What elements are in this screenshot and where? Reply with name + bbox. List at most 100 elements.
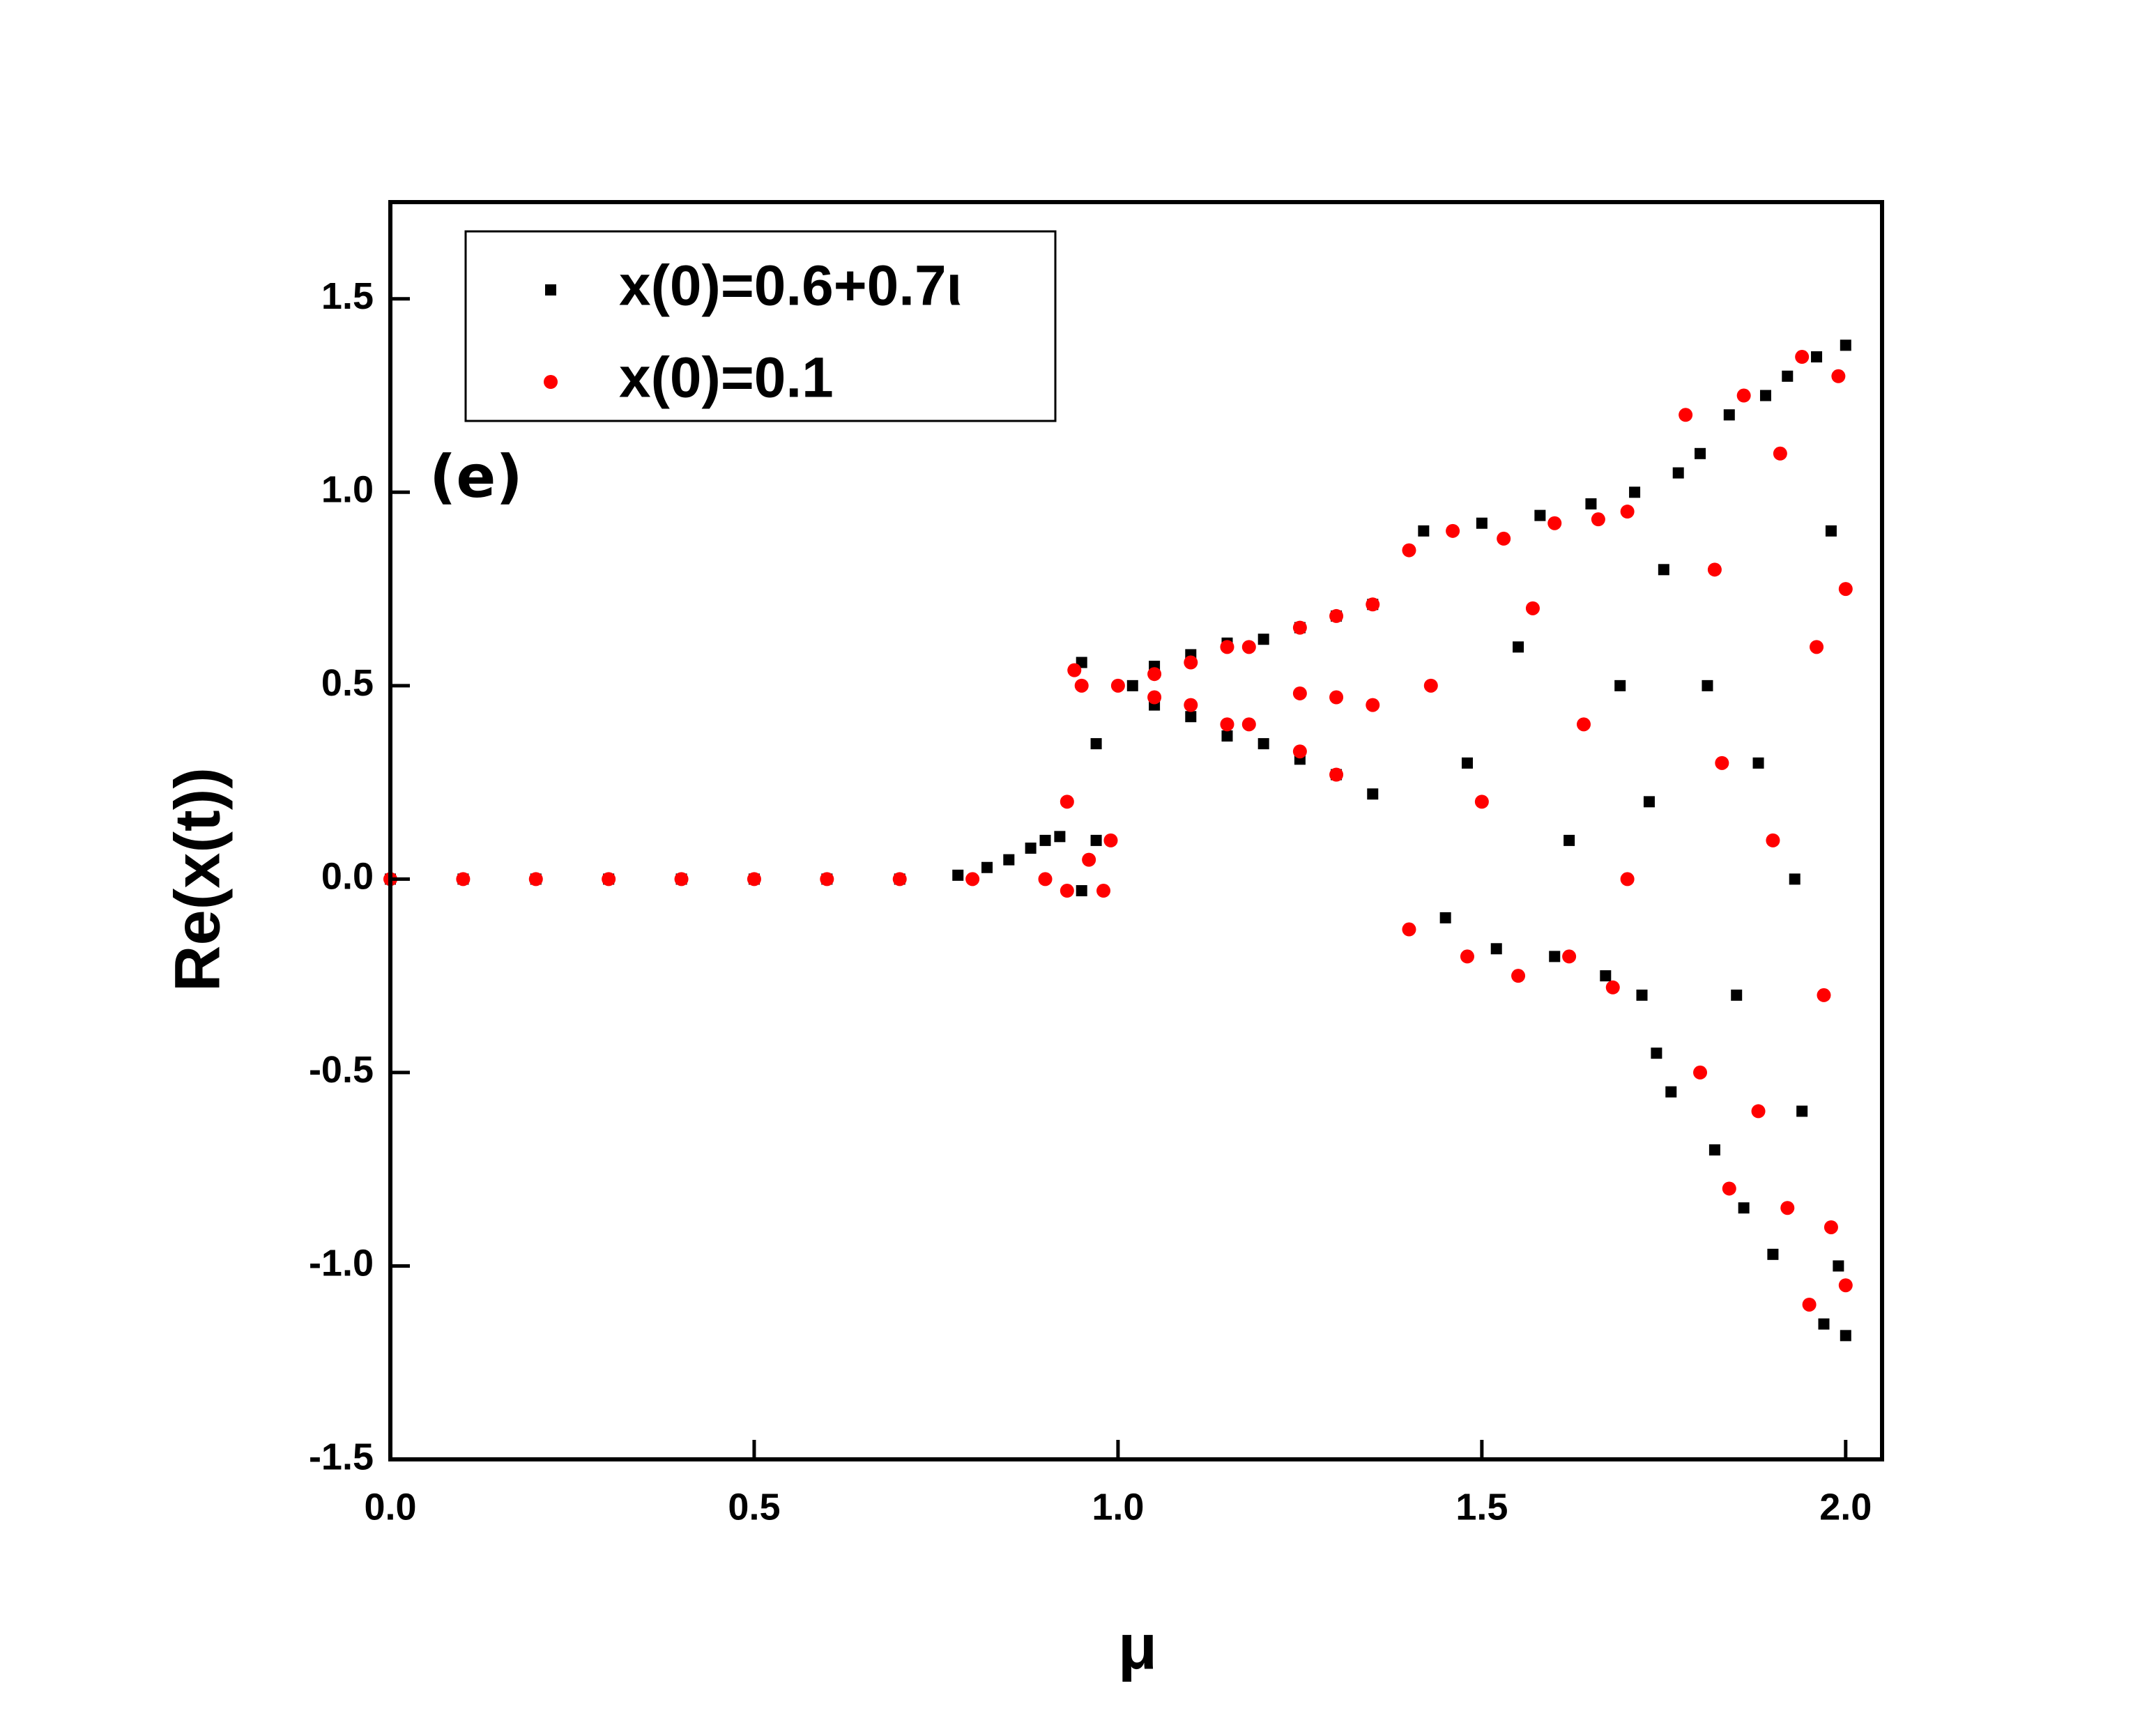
point <box>1824 1220 1838 1234</box>
point <box>1549 951 1561 962</box>
legend-label: x(0)=0.6+0.7ι <box>619 254 962 318</box>
point <box>674 872 689 886</box>
legend: x(0)=0.6+0.7ι x(0)=0.1 <box>464 230 1057 422</box>
point <box>1103 833 1118 847</box>
point <box>1752 757 1764 769</box>
legend-label: x(0)=0.1 <box>619 346 834 410</box>
point <box>1525 601 1540 615</box>
point <box>1658 564 1669 576</box>
point <box>456 872 471 886</box>
point <box>1082 852 1096 867</box>
point <box>1474 795 1489 809</box>
point <box>1292 686 1307 700</box>
point <box>1329 690 1344 705</box>
point <box>965 872 980 886</box>
point <box>981 861 993 873</box>
point <box>1074 678 1089 693</box>
point <box>1423 678 1438 693</box>
point <box>1039 834 1051 846</box>
point <box>1802 1297 1817 1312</box>
y-axis-title: Re(x(t)) <box>162 767 233 992</box>
point <box>1766 833 1780 847</box>
point <box>1241 717 1256 732</box>
point <box>1643 796 1655 808</box>
y-tick-label: 1.5 <box>321 275 374 317</box>
point <box>528 872 543 886</box>
point <box>1460 949 1474 964</box>
point <box>1003 854 1015 866</box>
x-tick-label: 1.0 <box>1092 1486 1144 1528</box>
panel-label: (e) <box>429 443 523 511</box>
legend-marker <box>544 375 558 389</box>
point <box>820 872 834 886</box>
point <box>1110 678 1125 693</box>
point <box>1620 872 1635 886</box>
point <box>1547 516 1562 530</box>
legend-box <box>464 230 1057 422</box>
point <box>1614 680 1626 691</box>
point <box>1838 1278 1853 1293</box>
point <box>1292 620 1307 635</box>
point <box>1695 447 1706 459</box>
point <box>952 869 964 881</box>
point <box>1184 698 1198 712</box>
y-tick-label: 1.0 <box>321 469 374 511</box>
point <box>1511 969 1526 983</box>
point <box>747 872 761 886</box>
point <box>1817 988 1831 1002</box>
point <box>1759 390 1771 401</box>
point <box>1329 608 1344 623</box>
x-tick-label: 1.5 <box>1455 1486 1508 1528</box>
point <box>1185 711 1197 723</box>
x-tick-label: 2.0 <box>1819 1486 1872 1528</box>
point <box>1693 1065 1708 1080</box>
point <box>1418 525 1430 537</box>
point <box>1795 350 1810 364</box>
point <box>1564 834 1575 846</box>
point <box>1605 980 1620 995</box>
point <box>1497 531 1511 546</box>
point <box>1577 717 1591 732</box>
point <box>1067 663 1082 677</box>
point <box>1184 655 1198 670</box>
point <box>1126 680 1138 691</box>
point <box>1825 525 1837 537</box>
point <box>1439 912 1451 923</box>
point <box>1811 351 1823 363</box>
point <box>1789 873 1801 885</box>
point <box>1736 388 1751 403</box>
point <box>1796 1105 1808 1117</box>
point <box>1767 1248 1779 1260</box>
point <box>1366 698 1380 712</box>
point <box>1060 795 1074 809</box>
point <box>1773 446 1787 461</box>
y-tick-label: -1.5 <box>309 1436 374 1477</box>
point <box>1672 467 1684 479</box>
point <box>1751 1104 1766 1119</box>
point <box>1090 834 1102 846</box>
point <box>1257 634 1269 645</box>
y-tick-label: 0.0 <box>321 856 374 898</box>
point <box>1840 1330 1851 1342</box>
plot-frame <box>388 200 1884 1461</box>
point <box>1810 640 1824 654</box>
y-tick-label: 0.5 <box>321 662 374 704</box>
point <box>1096 884 1111 898</box>
point <box>1038 872 1053 886</box>
point <box>1446 523 1460 538</box>
point <box>1585 498 1597 509</box>
point <box>1060 884 1074 898</box>
point <box>1476 517 1488 529</box>
point <box>1707 562 1722 577</box>
point <box>1490 943 1502 955</box>
point <box>1054 831 1066 843</box>
point <box>892 872 907 886</box>
point <box>1025 842 1037 854</box>
point <box>1600 970 1612 982</box>
point <box>1090 738 1102 750</box>
point <box>1636 989 1648 1001</box>
point <box>1402 543 1416 558</box>
